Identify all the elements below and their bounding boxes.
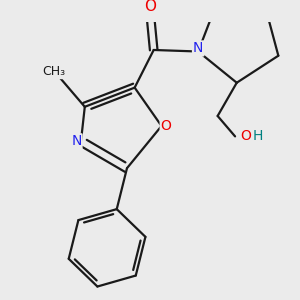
Text: O: O — [144, 0, 156, 14]
Text: H: H — [253, 129, 263, 143]
Text: N: N — [71, 134, 82, 148]
Text: CH₃: CH₃ — [42, 65, 65, 78]
Text: O: O — [161, 119, 172, 133]
Text: O: O — [240, 129, 251, 143]
Text: N: N — [193, 41, 203, 56]
